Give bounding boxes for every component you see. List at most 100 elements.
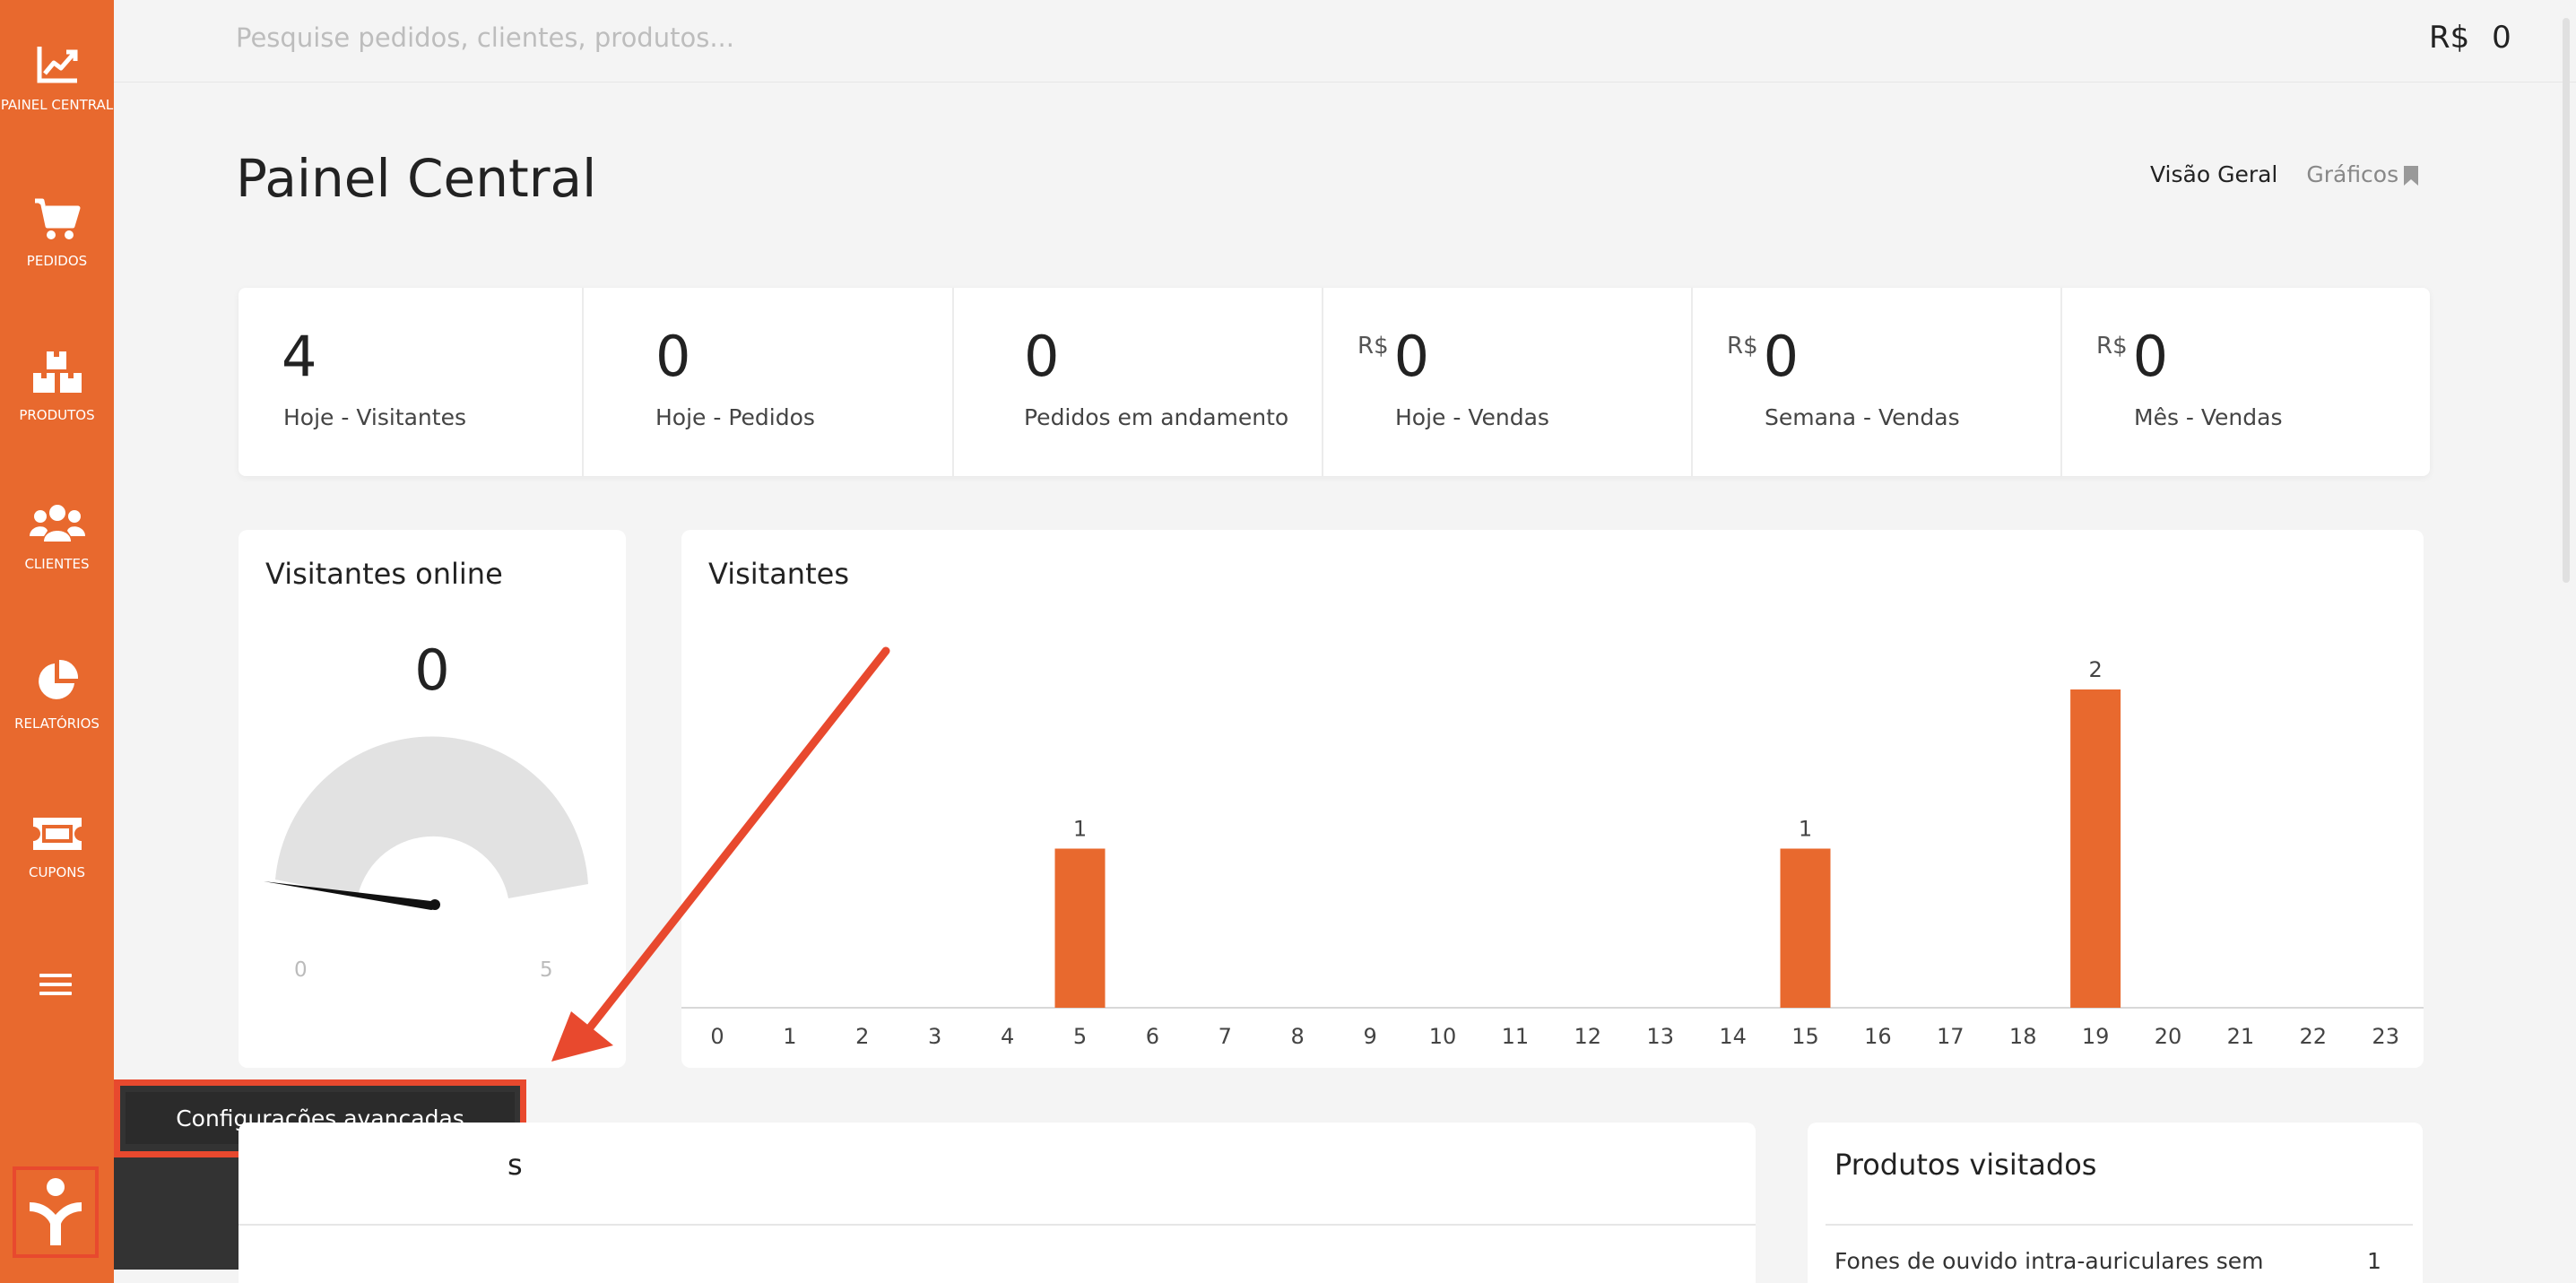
scrollbar[interactable] xyxy=(2563,18,2570,583)
stat-value: R$0 xyxy=(2096,324,2168,389)
product-row-count: 1 xyxy=(2367,1248,2381,1274)
bar[interactable] xyxy=(1054,848,1106,1009)
visitors-chart-card: Visitantes 0 1 2 3 4 5 1 6 7 8 9 10 11 12 13 14 15 1 16 17 1… xyxy=(681,530,2424,1068)
x-tick-label: 15 xyxy=(1791,1024,1819,1049)
bar-value-label: 1 xyxy=(1799,817,1812,842)
tab-graficos[interactable]: Gráficos xyxy=(2306,161,2419,187)
pie-chart-icon xyxy=(38,659,78,699)
cart-icon xyxy=(34,198,80,239)
x-tick-label: 7 xyxy=(1219,1024,1232,1049)
divider xyxy=(1826,1224,2413,1226)
sidebar-item-label: PRODUTOS xyxy=(19,407,95,423)
sidebar-item-label: CUPONS xyxy=(28,864,86,880)
page-title: Painel Central xyxy=(236,148,597,209)
bar[interactable] xyxy=(2070,689,2121,1008)
bookmark-icon xyxy=(2404,166,2419,186)
stat-label: Hoje - Vendas xyxy=(1395,404,1549,430)
balance-value: 0 xyxy=(2492,20,2511,56)
stat-value: 4 xyxy=(282,324,317,389)
x-tick-label: 2 xyxy=(855,1024,869,1049)
card-title: Visitantes xyxy=(708,557,849,591)
x-tick-label: 9 xyxy=(1363,1024,1376,1049)
x-tick-label: 3 xyxy=(928,1024,941,1049)
visited-products-card: Produtos visitados xyxy=(1808,1123,2423,1283)
sidebar-item-painel-central[interactable]: PAINEL CENTRAL xyxy=(0,45,114,179)
sidebar-item-label: PAINEL CENTRAL xyxy=(0,97,114,113)
chart-line-icon xyxy=(37,47,77,83)
currency-prefix: R$ xyxy=(1357,333,1389,360)
x-tick-label: 19 xyxy=(2082,1024,2110,1049)
sidebar: PAINEL CENTRAL PEDIDOS PRODUTOS xyxy=(0,0,114,1283)
sidebar-item-label: PEDIDOS xyxy=(26,253,88,269)
stat-card: R$0 Semana - Vendas xyxy=(1693,288,2062,476)
currency-prefix: R$ xyxy=(2096,333,2128,360)
balance-currency: R$ xyxy=(2429,20,2470,56)
x-tick-label: 13 xyxy=(1646,1024,1674,1049)
gauge-needle xyxy=(264,881,436,910)
stat-label: Hoje - Pedidos xyxy=(655,404,815,430)
gauge-pivot xyxy=(429,899,440,910)
online-count: 0 xyxy=(414,637,450,703)
boxes-icon xyxy=(32,351,82,393)
sidebar-item-produtos[interactable]: PRODUTOS xyxy=(0,350,114,484)
x-tick-label: 20 xyxy=(2155,1024,2182,1049)
x-tick-label: 17 xyxy=(1937,1024,1965,1049)
bar-value-label: 1 xyxy=(1073,817,1087,842)
stat-value: 0 xyxy=(655,324,691,389)
card-title: Produtos visitados xyxy=(1834,1148,2097,1182)
x-tick-label: 0 xyxy=(710,1024,724,1049)
stat-card: 0 Hoje - Pedidos xyxy=(584,288,954,476)
stat-card: 4 Hoje - Visitantes xyxy=(239,288,584,476)
brand-logo-icon xyxy=(30,1178,82,1245)
sidebar-item-relatorios[interactable]: RELATÓRIOS xyxy=(0,658,114,793)
x-tick-label: 18 xyxy=(2009,1024,2037,1049)
stat-value: R$0 xyxy=(1727,324,1799,389)
x-tick-label: 1 xyxy=(783,1024,796,1049)
gauge-max-label: 5 xyxy=(540,958,553,982)
stat-value: R$0 xyxy=(1357,324,1429,389)
stat-card: 0 Pedidos em andamento xyxy=(954,288,1323,476)
x-tick-label: 8 xyxy=(1291,1024,1305,1049)
stat-number: 0 xyxy=(1393,324,1430,389)
menu-toggle-button[interactable] xyxy=(39,974,72,999)
x-tick-label: 10 xyxy=(1429,1024,1457,1049)
x-tick-label: 21 xyxy=(2227,1024,2255,1049)
x-tick-label: 14 xyxy=(1719,1024,1747,1049)
sidebar-item-label: RELATÓRIOS xyxy=(14,715,100,732)
divider xyxy=(239,1224,1756,1226)
card-title-fragment: s xyxy=(507,1148,523,1182)
card-title: Visitantes online xyxy=(265,557,503,591)
stat-label: Semana - Vendas xyxy=(1765,404,1960,430)
sidebar-item-label: CLIENTES xyxy=(24,556,90,572)
stat-label: Mês - Vendas xyxy=(2134,404,2283,430)
bar-value-label: 2 xyxy=(2088,657,2102,682)
bar[interactable] xyxy=(1780,848,1831,1009)
sidebar-item-clientes[interactable]: CLIENTES xyxy=(0,504,114,638)
search-input[interactable] xyxy=(236,20,1043,56)
stat-label: Pedidos em andamento xyxy=(1024,404,1289,430)
stat-label: Hoje - Visitantes xyxy=(283,404,466,430)
x-tick-label: 23 xyxy=(2372,1024,2399,1049)
product-row-name[interactable]: Fones de ouvido intra-auriculares sem xyxy=(1834,1248,2264,1274)
top-bar: R$ 0 xyxy=(114,0,2576,82)
x-tick-label: 4 xyxy=(1001,1024,1014,1049)
stat-number: 0 xyxy=(1763,324,1800,389)
bottom-left-card: s xyxy=(239,1123,1756,1283)
view-tabs: Visão Geral Gráficos xyxy=(2150,161,2440,187)
ticket-icon xyxy=(32,818,82,850)
x-tick-label: 5 xyxy=(1073,1024,1087,1049)
currency-prefix: R$ xyxy=(1727,333,1758,360)
balance-display: R$ 0 xyxy=(2429,20,2511,56)
sidebar-item-pedidos[interactable]: PEDIDOS xyxy=(0,197,114,332)
x-tick-label: 16 xyxy=(1864,1024,1892,1049)
tab-visao-geral[interactable]: Visão Geral xyxy=(2150,161,2278,187)
gauge-min-label: 0 xyxy=(294,958,308,982)
sidebar-item-cupons[interactable]: CUPONS xyxy=(0,816,114,950)
stat-card: R$0 Hoje - Vendas xyxy=(1323,288,1693,476)
x-tick-label: 22 xyxy=(2300,1024,2328,1049)
account-menu-button[interactable] xyxy=(13,1166,99,1258)
gauge-track xyxy=(275,736,588,898)
x-tick-label: 6 xyxy=(1146,1024,1159,1049)
tab-graficos-label: Gráficos xyxy=(2306,161,2399,187)
